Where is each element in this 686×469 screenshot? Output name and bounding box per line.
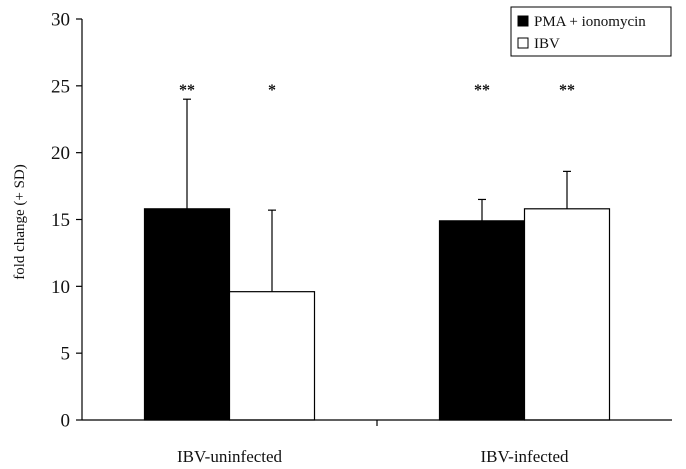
x-category-label: IBV-infected [480,447,569,466]
bar-pma-ionomycin [438,220,526,421]
x-axis-categories: IBV-uninfected IBV-infected [177,420,569,466]
significance-marker: ** [474,82,490,99]
error-bars-group [183,98,571,292]
x-category-label: IBV-uninfected [177,447,283,466]
y-tick-label: 15 [51,210,70,231]
y-axis: 0 5 10 15 20 25 30 [51,10,82,432]
legend-swatch [517,15,529,27]
y-tick-label: 20 [51,143,70,164]
bar-ibv [228,291,316,421]
significance-marker: ** [559,82,575,99]
legend-swatch [517,37,529,49]
bars-group [143,208,611,421]
significance-marker: ** [179,82,195,99]
y-tick-label: 10 [51,277,70,298]
y-tick-label: 0 [61,411,71,432]
legend-label: PMA + ionomycin [534,14,646,30]
y-axis-label: fold change (+ SD) [12,164,28,280]
legend-box [510,6,672,57]
bar-pma-ionomycin [143,208,231,421]
significance-marker: * [268,82,276,99]
significance-markers: ** * ** ** [179,82,575,99]
legend: PMA + ionomycin IBV [510,6,672,57]
y-tick-label: 30 [51,10,70,31]
y-tick-label: 25 [51,76,70,97]
legend-label: IBV [534,36,560,52]
bar-ibv [523,208,611,421]
y-tick-label: 5 [61,344,71,365]
